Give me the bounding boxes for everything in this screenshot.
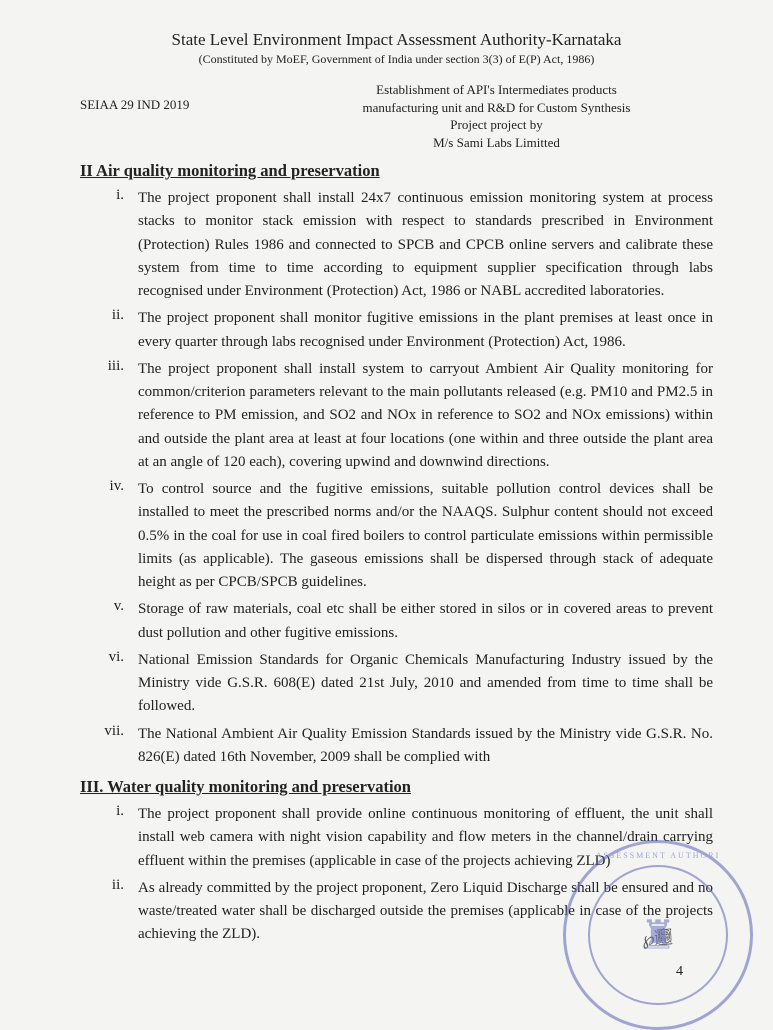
meta-row: SEIAA 29 IND 2019 Establishment of API's… (80, 81, 713, 151)
header-title: State Level Environment Impact Assessmen… (80, 30, 713, 50)
project-line: M/s Sami Labs Limitted (433, 135, 560, 150)
project-line: Establishment of API's Intermediates pro… (376, 82, 617, 97)
item-marker: v. (80, 598, 138, 645)
item-marker: vii. (80, 723, 138, 770)
item-text: The project proponent shall monitor fugi… (138, 307, 713, 354)
section-heading-air: II Air quality monitoring and preservati… (80, 161, 713, 181)
item-marker: iv. (80, 478, 138, 594)
item-marker: i. (80, 187, 138, 303)
item-text: The project proponent shall provide onli… (138, 803, 713, 873)
reference-number: SEIAA 29 IND 2019 (80, 81, 280, 151)
list-item: vi. National Emission Standards for Orga… (80, 649, 713, 719)
item-text: To control source and the fugitive emiss… (138, 478, 713, 594)
list-item: i. The project proponent shall install 2… (80, 187, 713, 303)
list-item: ii. As already committed by the project … (80, 877, 713, 947)
section-heading-water: III. Water quality monitoring and preser… (80, 777, 713, 797)
item-marker: ii. (80, 307, 138, 354)
item-marker: ii. (80, 877, 138, 947)
list-item: i. The project proponent shall provide o… (80, 803, 713, 873)
item-marker: i. (80, 803, 138, 873)
project-line: manufacturing unit and R&D for Custom Sy… (363, 100, 631, 115)
list-item: iii. The project proponent shall install… (80, 358, 713, 474)
document-page: State Level Environment Impact Assessmen… (0, 0, 773, 971)
project-description: Establishment of API's Intermediates pro… (280, 81, 713, 151)
item-text: The National Ambient Air Quality Emissio… (138, 723, 713, 770)
list-item: ii. The project proponent shall monitor … (80, 307, 713, 354)
item-text: The project proponent shall install syst… (138, 358, 713, 474)
item-marker: vi. (80, 649, 138, 719)
project-line: Project project by (450, 117, 542, 132)
air-quality-list: i. The project proponent shall install 2… (80, 187, 713, 769)
item-text: Storage of raw materials, coal etc shall… (138, 598, 713, 645)
list-item: v. Storage of raw materials, coal etc sh… (80, 598, 713, 645)
item-text: The project proponent shall install 24x7… (138, 187, 713, 303)
signature-mark: ℘𰻝 (642, 923, 674, 951)
list-item: iv. To control source and the fugitive e… (80, 478, 713, 594)
water-quality-list: i. The project proponent shall provide o… (80, 803, 713, 947)
item-text: As already committed by the project prop… (138, 877, 713, 947)
header-subtitle: (Constituted by MoEF, Government of Indi… (80, 52, 713, 67)
item-marker: iii. (80, 358, 138, 474)
item-text: National Emission Standards for Organic … (138, 649, 713, 719)
list-item: vii. The National Ambient Air Quality Em… (80, 723, 713, 770)
page-number: 4 (676, 964, 683, 980)
